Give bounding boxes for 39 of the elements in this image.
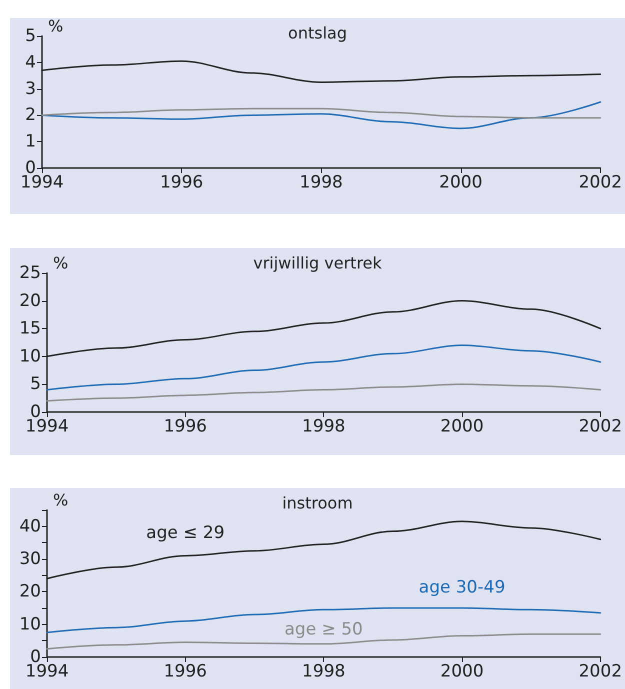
y-tick-label: 5	[30, 374, 41, 394]
x-tick-label: 2000	[439, 172, 482, 192]
series-label: age ≥ 50	[284, 619, 363, 640]
y-tick-label: 3	[25, 78, 36, 99]
line-series	[46, 383, 602, 402]
x-tick-label: 1998	[302, 662, 346, 682]
y-axis-title: %	[48, 16, 64, 36]
line-series	[46, 344, 602, 391]
y-tick-label: 20	[19, 290, 41, 311]
line-series	[41, 101, 602, 130]
x-tick-label: 1998	[302, 416, 346, 436]
x-tick-label: 2000	[440, 416, 484, 436]
y-axis-title: %	[53, 254, 68, 272]
series-label: age ≤ 29	[146, 523, 225, 544]
y-tick-label: 2	[25, 105, 36, 126]
y-tick-label: 15	[19, 318, 41, 339]
y-tick-label: 30	[19, 549, 41, 569]
chart-title: instroom	[282, 494, 353, 512]
y-tick-label: 5	[25, 26, 36, 46]
series-label: age 30-49	[418, 578, 506, 598]
y-tick-label: 25	[19, 263, 41, 283]
line-series	[41, 108, 602, 119]
y-tick-label: 1	[25, 132, 36, 152]
chart-title: vrijwillig vertrek	[253, 254, 383, 272]
y-axis-title: %	[53, 490, 68, 510]
x-tick-label: 1998	[300, 172, 343, 192]
x-tick-label: 2002	[578, 172, 622, 192]
x-tick-label: 1996	[160, 172, 204, 192]
x-tick-label: 1996	[164, 662, 207, 682]
y-tick-label: 10	[19, 346, 41, 366]
x-tick-label: 2002	[578, 416, 622, 436]
y-tick-label: 20	[19, 582, 41, 602]
x-tick-label: 1996	[164, 416, 207, 436]
y-tick-label: 10	[19, 614, 41, 634]
y-tick-label: 40	[19, 516, 41, 536]
y-tick-label: 4	[25, 52, 36, 72]
x-tick-label: 2000	[440, 662, 484, 682]
x-tick-label: 2002	[578, 662, 622, 682]
chart-title: ontslag	[288, 24, 347, 42]
